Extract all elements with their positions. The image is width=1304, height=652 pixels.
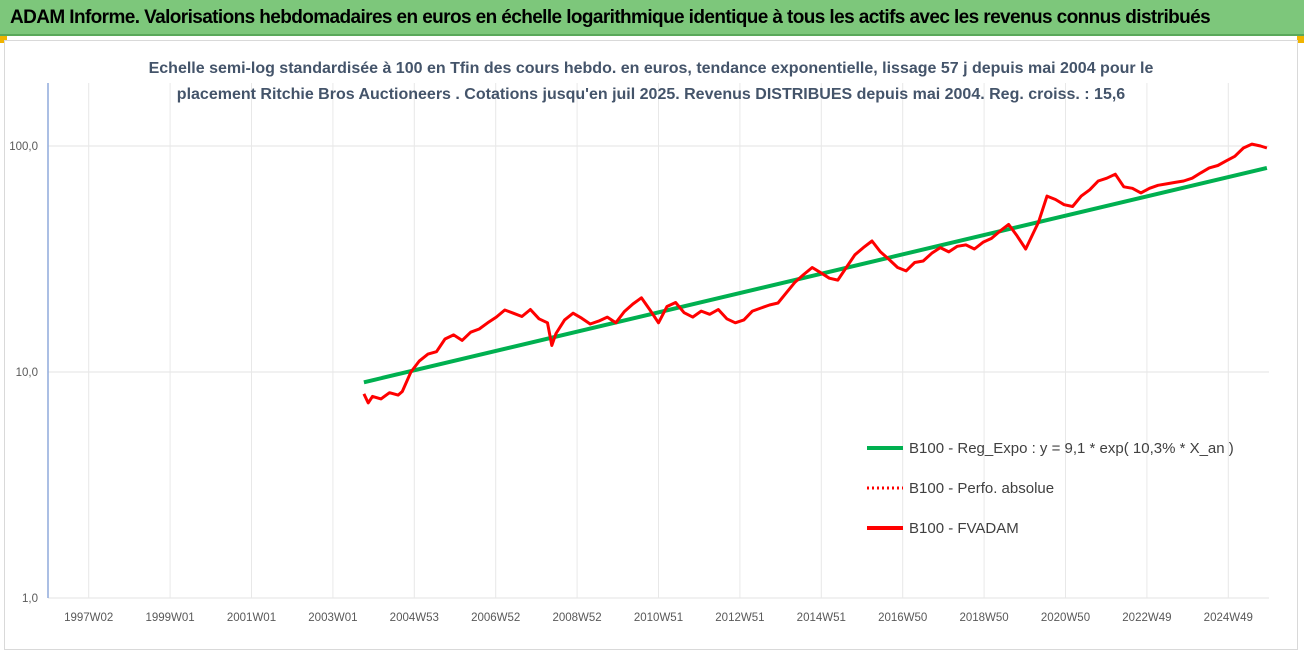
x-tick-label: 1997W02	[64, 612, 113, 624]
x-tick-label: 2010W51	[634, 612, 683, 624]
x-tick-label: 2006W52	[471, 612, 520, 624]
axes: 1997W02 1999W01 2001W01 2003W01 2004W53 2006W…	[9, 83, 1253, 624]
chart-subtitle-line-2: placement Ritchie Bros Auctioneers . Cot…	[177, 86, 1125, 103]
x-tick-label: 1999W01	[145, 612, 194, 624]
legend-label: B100 - FVADAM	[909, 520, 1019, 537]
report-title-banner: ADAM Informe. Valorisations hebdomadaire…	[0, 0, 1304, 36]
chart: 1997W02 1999W01 2001W01 2003W01 2004W53 2006W…	[9, 60, 1269, 624]
series	[362, 142, 1268, 405]
x-tick-label: 2024W49	[1204, 612, 1253, 624]
x-tick-label: 2003W01	[308, 612, 357, 624]
y-tick-label: 1,0	[22, 593, 38, 605]
legend-label: B100 - Reg_Expo : y = 9,1 * exp( 10,3% *…	[909, 440, 1234, 457]
x-tick-label: 2016W50	[878, 612, 927, 624]
left-corner-marker	[0, 36, 7, 43]
series-line-2	[362, 142, 1268, 405]
x-tick-label: 2004W53	[390, 612, 439, 624]
report-title: ADAM Informe. Valorisations hebdomadaire…	[10, 7, 1211, 28]
x-tick-label: 2020W50	[1041, 612, 1090, 624]
x-tick-label: 2008W52	[552, 612, 601, 624]
legend-label: B100 - Perfo. absolue	[909, 480, 1054, 497]
right-corner-marker	[1297, 36, 1304, 43]
x-tick-label: 2018W50	[959, 612, 1008, 624]
chart-frame: 1997W02 1999W01 2001W01 2003W01 2004W53 2006W…	[4, 40, 1298, 650]
y-tick-label: 10,0	[16, 367, 38, 379]
x-tick-label: 2001W01	[227, 612, 276, 624]
x-tick-label: 2014W51	[797, 612, 846, 624]
legend: B100 - Reg_Expo : y = 9,1 * exp( 10,3% *…	[867, 440, 1234, 537]
grid	[48, 83, 1269, 599]
y-tick-label: 100,0	[9, 141, 38, 153]
x-tick-label: 2022W49	[1122, 612, 1171, 624]
series-line-0	[363, 165, 1268, 385]
chart-subtitle-line-1: Echelle semi-log standardisée à 100 en T…	[149, 60, 1154, 77]
x-tick-label: 2012W51	[715, 612, 764, 624]
